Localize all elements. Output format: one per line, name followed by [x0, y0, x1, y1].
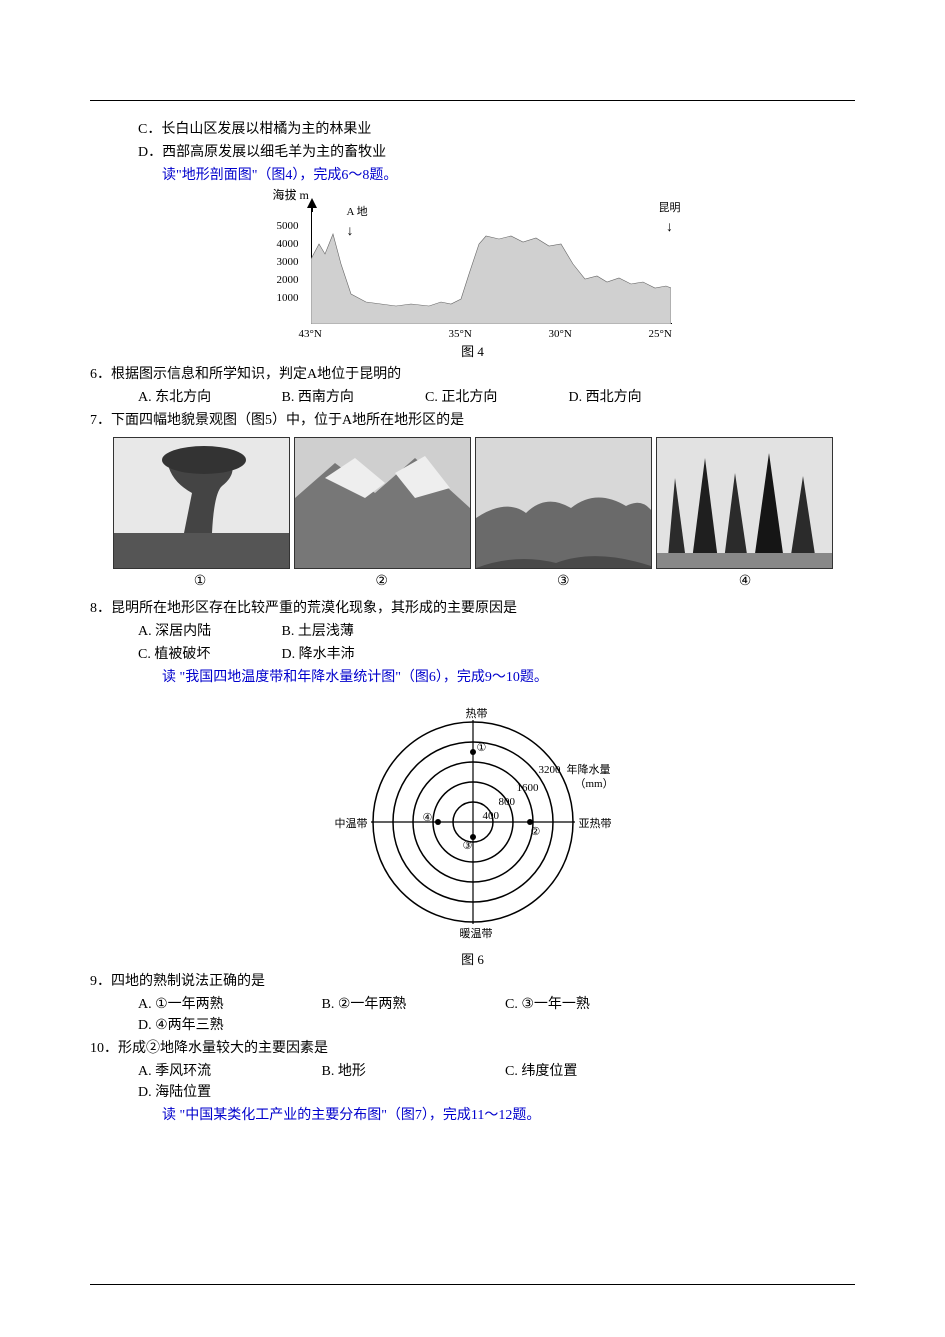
photo-label-4: ④	[657, 571, 832, 592]
q10-D: D. 海陆位置	[138, 1082, 318, 1103]
opt-c: C．长白山区发展以柑橘为主的林果业	[90, 119, 855, 140]
fig4-pointA-label: A 地	[347, 206, 368, 218]
q8-stem: 8．昆明所在地形区存在比较严重的荒漠化现象，其形成的主要原因是	[90, 598, 855, 619]
photo-label-1: ①	[113, 571, 288, 592]
fig4-intro: 读"地形剖面图"（图4），完成6～8题。	[90, 165, 855, 186]
precip-unit: （mm）	[575, 776, 614, 793]
radar-left: 中温带	[335, 816, 368, 833]
q6-options: A. 东北方向 B. 西南方向 C. 正北方向 D. 西北方向	[90, 387, 855, 408]
fig4-xlab2: 35°N	[449, 326, 472, 343]
arrow-down-icon: ↓	[666, 217, 673, 238]
q8-D: D. 降水丰沛	[282, 644, 422, 665]
photo-1	[113, 437, 290, 569]
fig4-ylab5: 5000	[259, 218, 299, 235]
opt-d: D．西部高原发展以细毛羊为主的畜牧业	[90, 142, 855, 163]
karst-peaks-icon	[657, 438, 832, 568]
photo-label-2: ②	[294, 571, 469, 592]
fig5-labels: ① ② ③ ④	[113, 571, 833, 592]
q8-optionsCD: C. 植被破坏 D. 降水丰沛	[90, 644, 855, 665]
q9-options: A. ①一年两熟 B. ②一年两熟 C. ③一年一熟 D. ④两年三熟	[90, 994, 855, 1036]
terrain-path	[311, 234, 671, 324]
radar-bottom: 暖温带	[460, 926, 493, 943]
q6-C: C. 正北方向	[425, 387, 565, 408]
q6-B: B. 西南方向	[282, 387, 422, 408]
fig4-pointB-label: 昆明	[659, 202, 681, 214]
q10-stem: 10．形成②地降水量较大的主要因素是	[90, 1038, 855, 1059]
radar-right: 亚热带	[579, 816, 612, 833]
fig4-xlab3: 30°N	[549, 326, 572, 343]
q8-optionsAB: A. 深居内陆 B. 土层浅薄	[90, 621, 855, 642]
fig7-intro: 读 "中国某类化工产业的主要分布图"（图7），完成11～12题。	[90, 1105, 855, 1126]
q10-options: A. 季风环流 B. 地形 C. 纬度位置 D. 海陆位置	[90, 1061, 855, 1103]
fig4-ytitle: 海拔 m	[273, 186, 309, 204]
q6-A: A. 东北方向	[138, 387, 278, 408]
fig5-photo-row	[113, 437, 833, 569]
q9-D: D. ④两年三熟	[138, 1015, 318, 1036]
q8-B: B. 土层浅薄	[282, 621, 422, 642]
y-axis-arrow-icon	[306, 198, 318, 212]
radar-top: 热带	[466, 706, 488, 723]
fig6-caption: 图 6	[90, 950, 855, 970]
fig6-intro: 读 "我国四地温度带和年降水量统计图"（图6），完成9～10题。	[90, 667, 855, 688]
arrow-down-icon: ↓	[347, 221, 354, 242]
q6-D: D. 西北方向	[569, 387, 709, 408]
photo-3	[475, 437, 652, 569]
ring-400: 400	[483, 808, 500, 825]
photo-label-3: ③	[476, 571, 651, 592]
ring-1600: 1600	[517, 780, 539, 797]
fig4-ylab2: 2000	[259, 272, 299, 289]
ring-3200: 3200	[539, 762, 561, 779]
fig4-ylab1: 1000	[259, 290, 299, 307]
q6-stem: 6．根据图示信息和所学知识，判定A地位于昆明的	[90, 364, 855, 385]
snow-ridge-icon	[295, 438, 470, 568]
fig4-ylab4: 4000	[259, 236, 299, 253]
footer-rule	[90, 1284, 855, 1285]
mushroom-rock-icon	[114, 438, 289, 568]
pt2: ②	[531, 824, 541, 841]
fig6-chart: 热带 亚热带 暖温带 中温带 400 800 1600 3200 年降水量 （m…	[323, 692, 623, 952]
fig4-xlab1: 43°N	[299, 326, 322, 343]
fig4-xlab4: 25°N	[649, 326, 672, 343]
q10-C: C. 纬度位置	[505, 1061, 685, 1082]
header-rule	[90, 100, 855, 101]
fig4-ylab3: 3000	[259, 254, 299, 271]
pt3: ③	[463, 838, 473, 855]
pt1: ①	[477, 740, 487, 757]
photo-2	[294, 437, 471, 569]
fig4-pointB: 昆明 ↓	[659, 200, 681, 238]
loess-hill-icon	[476, 438, 651, 568]
q9-B: B. ②一年两熟	[322, 994, 502, 1015]
q10-A: A. 季风环流	[138, 1061, 318, 1082]
q7-stem: 7．下面四幅地貌景观图（图5）中，位于A地所在地形区的是	[90, 410, 855, 431]
pt4: ④	[423, 810, 433, 827]
q8-C: C. 植被破坏	[138, 644, 278, 665]
photo-4	[656, 437, 833, 569]
q9-C: C. ③一年一熟	[505, 994, 685, 1015]
q9-A: A. ①一年两熟	[138, 994, 318, 1015]
fig4-caption: 图 4	[90, 342, 855, 362]
fig4-chart: 海拔 m 1000 2000 3000 4000 5000 43°N 35°N …	[263, 192, 683, 342]
ring-800: 800	[499, 794, 516, 811]
q9-stem: 9．四地的熟制说法正确的是	[90, 971, 855, 992]
radar-svg	[323, 692, 623, 952]
q8-A: A. 深居内陆	[138, 621, 278, 642]
fig4-pointA: A 地 ↓	[347, 204, 368, 242]
q10-B: B. 地形	[322, 1061, 502, 1082]
